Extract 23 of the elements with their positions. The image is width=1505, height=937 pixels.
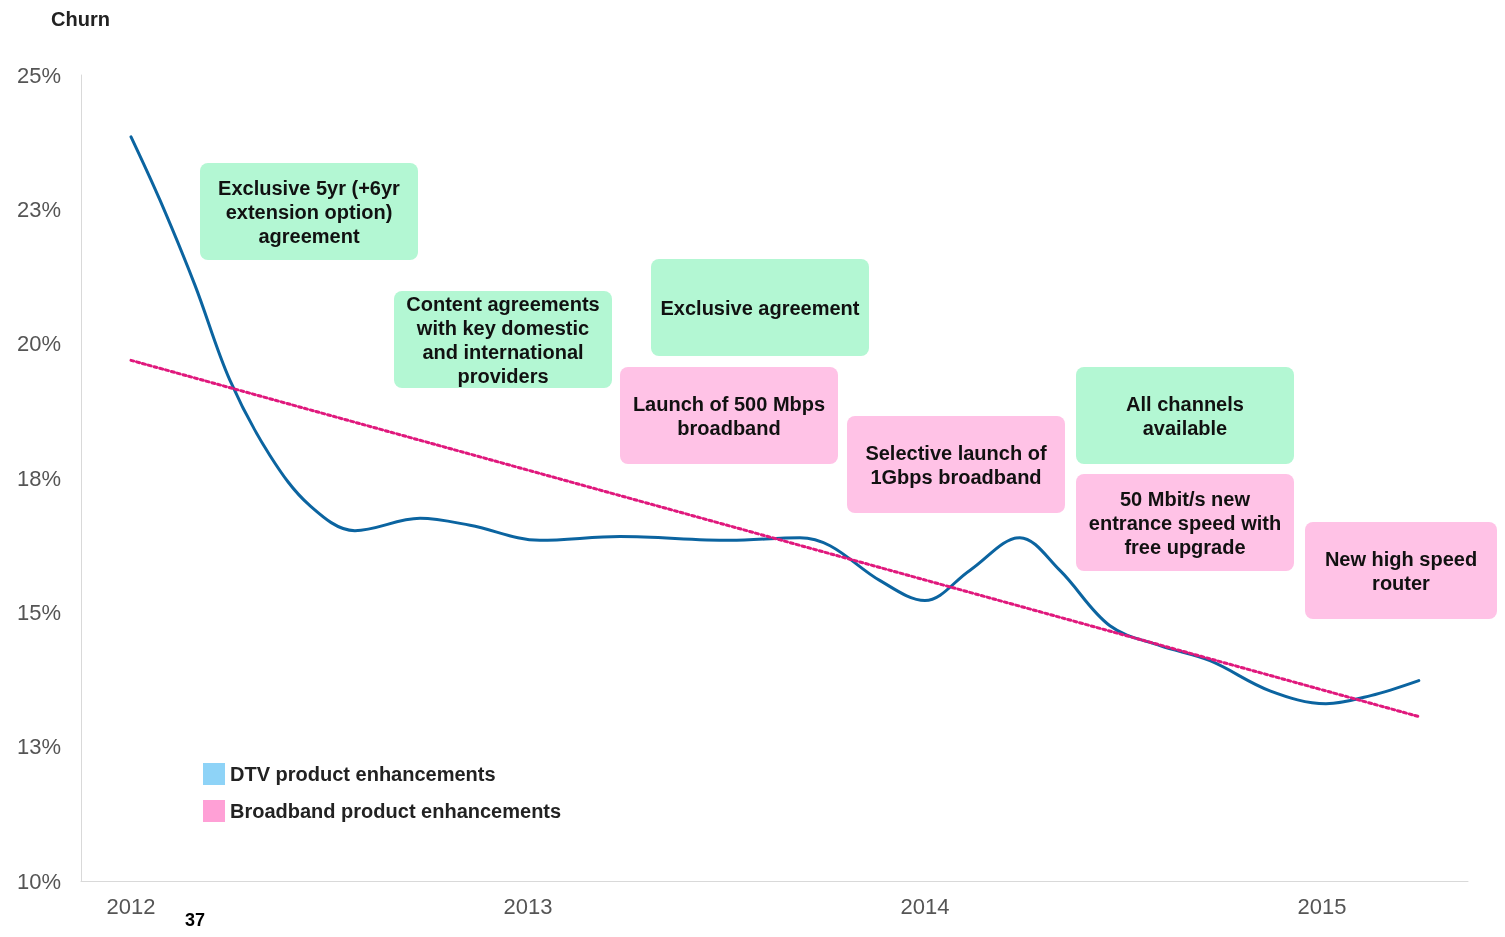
x-tick-label: 2013	[503, 893, 553, 919]
y-tick-label: 13%	[16, 734, 61, 760]
legend-label: DTV product enhancements	[230, 763, 496, 785]
note-box: New high speed router	[1305, 522, 1497, 619]
x-tick-label: 2014	[900, 893, 950, 919]
note-box: Exclusive agreement	[651, 259, 869, 356]
text: 37	[185, 910, 206, 930]
y-tick-label: 23%	[16, 196, 61, 222]
note-box: Selective launch of 1Gbps broadband	[847, 416, 1065, 513]
x-tick-label: 2015	[1297, 893, 1347, 919]
y-tick-label: 25%	[16, 62, 61, 88]
note-box: Content agreements with key domestic and international providers	[394, 291, 612, 388]
y-tick-label: 15%	[16, 599, 61, 625]
note-box: All channels available	[1076, 367, 1294, 464]
note-box: Exclusive 5yr (+6yr extension option) agreement	[200, 163, 418, 260]
y-axis-title: Churn	[51, 8, 110, 30]
note-box: 50 Mbit/s new entrance speed with free upgrade	[1076, 474, 1294, 571]
x-tick-label: 2012	[106, 893, 156, 919]
legend-label: Broadband product enhancements	[230, 800, 562, 822]
y-tick-label: 20%	[16, 331, 61, 357]
y-tick-label: 10%	[16, 868, 61, 894]
y-tick-label: 18%	[16, 465, 61, 491]
note-box: Launch of 500 Mbps broadband	[620, 367, 838, 464]
